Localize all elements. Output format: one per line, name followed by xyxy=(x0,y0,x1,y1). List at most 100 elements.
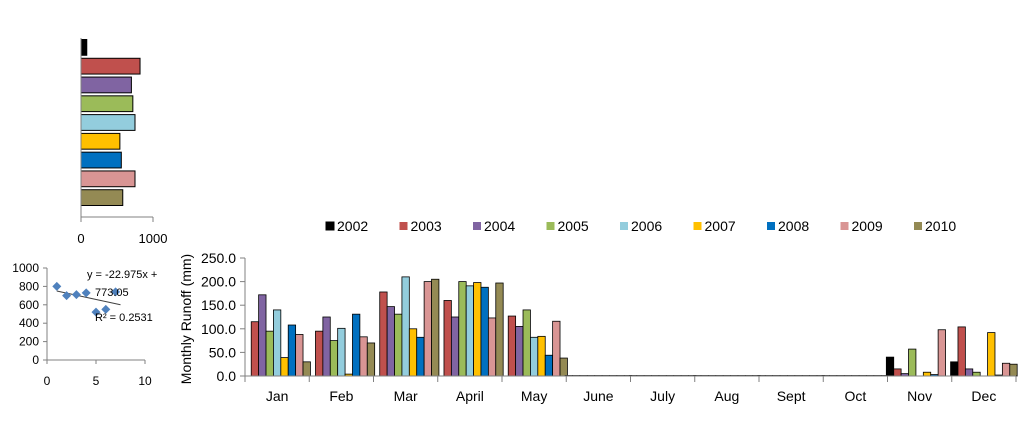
main-x-tick-label: April xyxy=(456,388,484,404)
scatter-y-tick-label: 600 xyxy=(19,298,39,312)
main-y-tick-label: 150.0 xyxy=(201,297,236,313)
main-x-tick-label: June xyxy=(583,388,614,404)
scatter-y-tick-label: 1000 xyxy=(12,261,39,275)
bar-April-2003 xyxy=(443,300,452,377)
bar-Nov-2007 xyxy=(922,371,932,377)
main-x-tick-label: July xyxy=(650,388,675,404)
bar-Nov-2003 xyxy=(893,368,902,377)
bar-May-2004 xyxy=(515,326,524,377)
legend-label-2006: 2006 xyxy=(631,218,662,234)
bar-April-2004 xyxy=(450,316,460,377)
bar-Mar-2007 xyxy=(408,328,418,377)
scatter-equation-line1: y = -22.975x + xyxy=(87,269,157,281)
bar-May-2009 xyxy=(552,320,561,377)
legend-label-2004: 2004 xyxy=(484,218,515,234)
scatter-r-squared: R² = 0.2531 xyxy=(95,312,153,324)
bar-May-2003 xyxy=(507,315,517,377)
bar-Feb-2004 xyxy=(322,316,331,377)
bar-Mar-2010 xyxy=(431,278,440,377)
hbar-2005 xyxy=(80,95,134,113)
bar-Feb-2003 xyxy=(315,330,324,377)
bar-Jan-2003 xyxy=(250,321,260,377)
bar-Feb-2006 xyxy=(337,327,346,377)
legend-swatch-2007 xyxy=(693,222,702,230)
scatter-point xyxy=(91,307,101,317)
bar-April-2006 xyxy=(465,285,474,377)
legend-label-2002: 2002 xyxy=(337,218,368,234)
scatter-point xyxy=(71,290,81,300)
bar-Dec-2010 xyxy=(1009,363,1018,377)
bar-Mar-2009 xyxy=(423,281,432,377)
legend-label-2010: 2010 xyxy=(925,218,956,234)
main-y-tick-label: 100.0 xyxy=(201,321,236,337)
legend-swatch-2004 xyxy=(473,222,481,230)
bar-April-2007 xyxy=(473,282,482,377)
bar-Jan-2006 xyxy=(273,309,282,377)
bar-Mar-2008 xyxy=(416,336,425,377)
main-y-tick-label: 0.0 xyxy=(217,368,237,384)
monthly-runoff-bar-chart: 0.0 50.0 100.0 150.0 200.0 250.0 Jan Feb Mar Apri… xyxy=(178,218,1018,404)
scatter-y-tick-label: 0 xyxy=(32,353,39,367)
bar-Feb-2010 xyxy=(366,342,376,377)
bar-Dec-2002 xyxy=(950,361,959,377)
hbar-2006 xyxy=(80,114,136,131)
hbar-2010 xyxy=(80,189,124,207)
bar-Dec-2004 xyxy=(964,368,974,377)
bar-May-2006 xyxy=(530,336,539,377)
legend-swatch-2005 xyxy=(546,222,555,230)
main-y-tick-label: 50.0 xyxy=(209,344,236,360)
main-x-tick-label: Mar xyxy=(394,388,418,404)
legend-label-2008: 2008 xyxy=(778,218,809,234)
bar-May-2010 xyxy=(559,357,568,377)
scatter-x-tick-label: 5 xyxy=(93,374,100,388)
bar-Dec-2003 xyxy=(957,326,966,377)
bar-Mar-2003 xyxy=(379,291,388,377)
legend-label-2009: 2009 xyxy=(852,218,883,234)
bar-Jan-2007 xyxy=(280,357,289,377)
legend-swatch-2010 xyxy=(914,222,922,230)
hbar-x-tick-label: 1000 xyxy=(139,231,168,246)
hbar-2002 xyxy=(80,39,88,56)
scatter-point xyxy=(111,287,121,297)
legend-label-2005: 2005 xyxy=(558,218,589,234)
main-x-tick-label: Nov xyxy=(907,388,932,404)
legend-swatch-2009 xyxy=(840,222,849,230)
hbar-2009 xyxy=(80,170,136,188)
bar-Nov-2009 xyxy=(937,329,946,377)
legend-swatch-2003 xyxy=(399,222,408,230)
bar-Mar-2004 xyxy=(386,306,395,377)
scatter-point xyxy=(81,288,91,298)
hbar-2004 xyxy=(80,76,132,94)
bar-Feb-2009 xyxy=(359,336,368,377)
bar-Nov-2005 xyxy=(908,348,917,377)
bar-Jan-2009 xyxy=(295,334,304,377)
main-x-tick-label: Sept xyxy=(777,388,806,404)
bar-Nov-2002 xyxy=(885,356,895,377)
bar-Mar-2006 xyxy=(401,276,410,377)
bar-May-2007 xyxy=(537,335,546,377)
hbar-2003 xyxy=(80,57,141,75)
legend-swatch-2008 xyxy=(767,222,775,230)
yearly-total-bar-chart: 0 1000 xyxy=(77,38,167,246)
main-y-tick-label: 200.0 xyxy=(201,274,236,290)
legend-swatch-2006 xyxy=(620,222,628,230)
main-x-tick-label: Aug xyxy=(714,388,739,404)
scatter-point xyxy=(101,304,111,314)
main-y-tick-label: 250.0 xyxy=(201,250,236,266)
scatter-equation-line2: 773.05 xyxy=(95,287,129,299)
bar-Feb-2008 xyxy=(352,313,361,377)
main-y-axis-label: Monthly Runoff (mm) xyxy=(178,254,194,384)
bar-April-2008 xyxy=(480,286,489,377)
legend-label-2003: 2003 xyxy=(411,218,442,234)
bar-May-2005 xyxy=(522,309,531,377)
hbar-x-tick-label: 0 xyxy=(77,231,84,246)
legend-label-2007: 2007 xyxy=(705,218,736,234)
bar-Dec-2007 xyxy=(987,332,996,377)
hbar-2007 xyxy=(80,132,121,150)
scatter-point xyxy=(62,291,72,301)
legend-swatch-2002 xyxy=(325,221,335,231)
main-x-tick-label: Dec xyxy=(971,388,996,404)
main-x-tick-label: Feb xyxy=(329,388,353,404)
bar-Jan-2004 xyxy=(258,294,267,377)
